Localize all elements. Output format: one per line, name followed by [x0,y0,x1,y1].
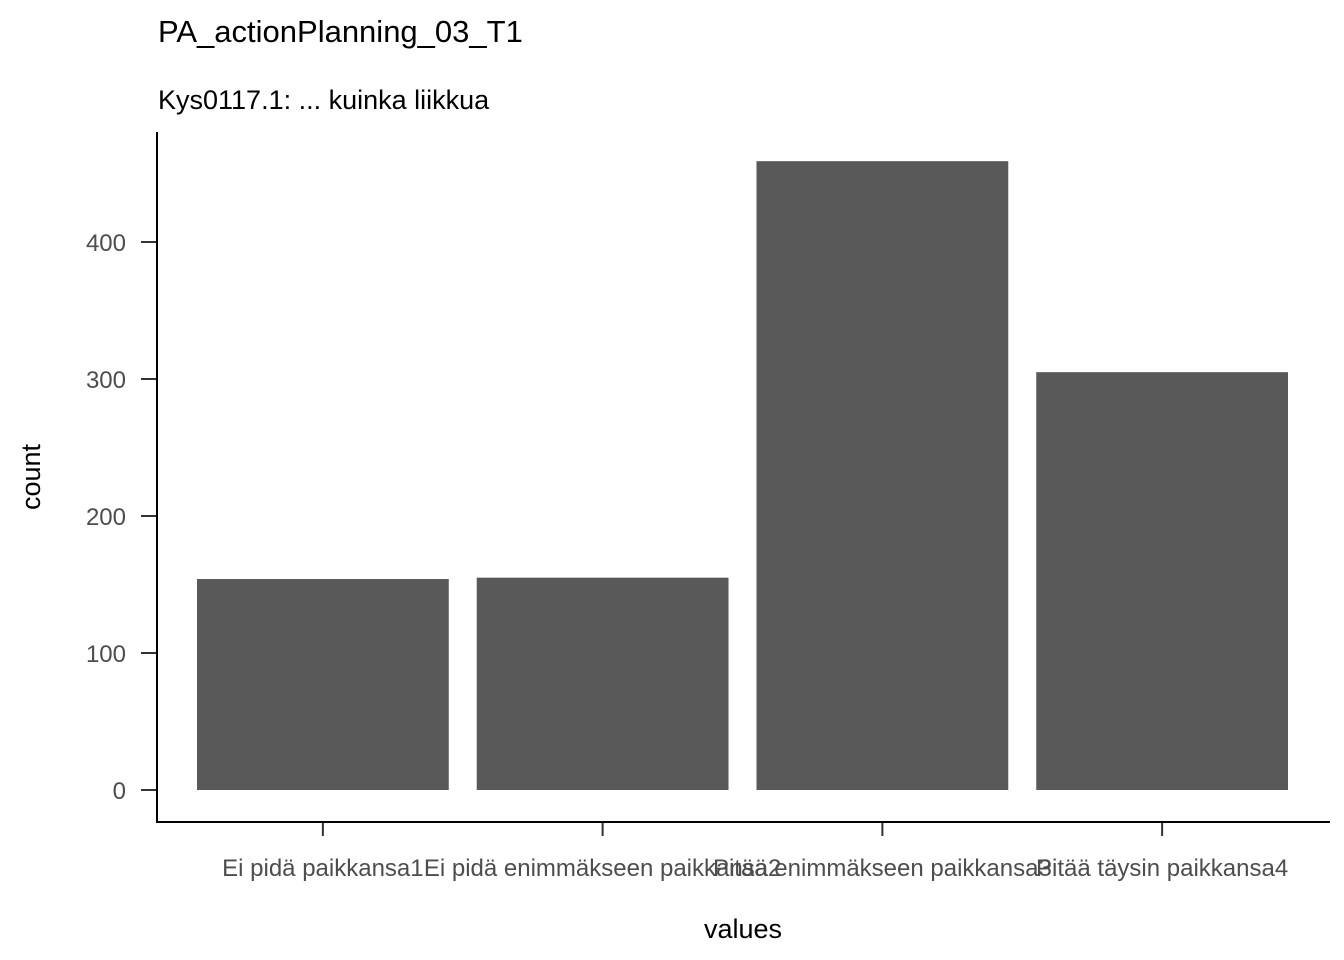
y-tick-label: 0 [113,778,126,805]
bar [1036,372,1289,790]
bar [476,577,729,790]
x-tick-label: Pitää täysin paikkansa4 [1036,855,1288,882]
x-tick-label: Pitää enimmäkseen paikkansa3 [713,855,1052,882]
chart-subtitle: Kys0117.1: ... kuinka liikkua [158,85,490,115]
x-tick-label: Ei pidä enimmäkseen paikkansa2 [424,855,782,882]
y-tick-label: 400 [86,230,126,257]
bar [196,579,449,790]
x-axis-title: values [704,914,782,944]
plot-area [196,161,1289,791]
y-tick-label: 200 [86,504,126,531]
x-tick-label: Ei pidä paikkansa1 [222,855,423,882]
y-axis-title: count [16,443,46,510]
bar [756,161,1009,791]
chart-title: PA_actionPlanning_03_T1 [158,14,523,49]
y-tick-label: 300 [86,367,126,394]
y-tick-label: 100 [86,641,126,668]
